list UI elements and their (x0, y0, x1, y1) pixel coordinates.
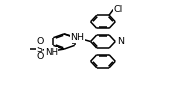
Text: S: S (37, 45, 43, 54)
Text: NH: NH (45, 48, 58, 57)
Text: Cl: Cl (113, 5, 123, 14)
Text: N: N (117, 37, 124, 46)
Text: O: O (36, 52, 44, 61)
Text: O: O (36, 37, 44, 46)
Text: NH: NH (70, 33, 84, 42)
